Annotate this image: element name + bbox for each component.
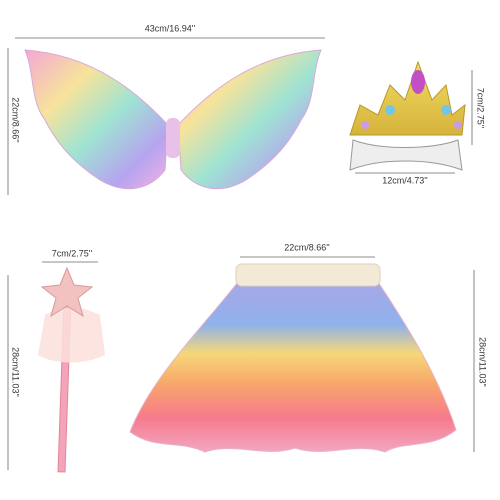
dimension-label: 7cm/2.75''	[476, 88, 486, 129]
crown	[349, 60, 466, 171]
dimension-label: 22cm/8.66''	[11, 97, 21, 143]
dimension-label: 28cm/11.03''	[478, 337, 488, 387]
dimension-label: 28cm/11.03''	[11, 347, 21, 397]
gem	[411, 70, 425, 94]
skirt	[129, 263, 457, 453]
right-wing	[177, 49, 322, 190]
headband	[349, 139, 463, 171]
gem	[441, 105, 451, 115]
wand	[38, 266, 105, 473]
wand-star	[40, 266, 94, 318]
dimension-label: 22cm/8.66''	[284, 242, 330, 252]
waistband	[235, 263, 381, 287]
gem	[454, 121, 462, 129]
gem	[361, 121, 369, 129]
skirt-tulle	[129, 281, 457, 453]
dimension-label: 43cm/16.94''	[145, 23, 196, 33]
wings	[24, 49, 322, 190]
wing-center	[166, 118, 180, 158]
wand-tulle	[38, 307, 105, 363]
dimension-label: 7cm/2.75''	[52, 248, 93, 258]
crown-body	[349, 60, 466, 136]
left-wing	[24, 49, 169, 190]
dimension-label: 12cm/4.73''	[382, 175, 428, 185]
gem	[385, 105, 395, 115]
